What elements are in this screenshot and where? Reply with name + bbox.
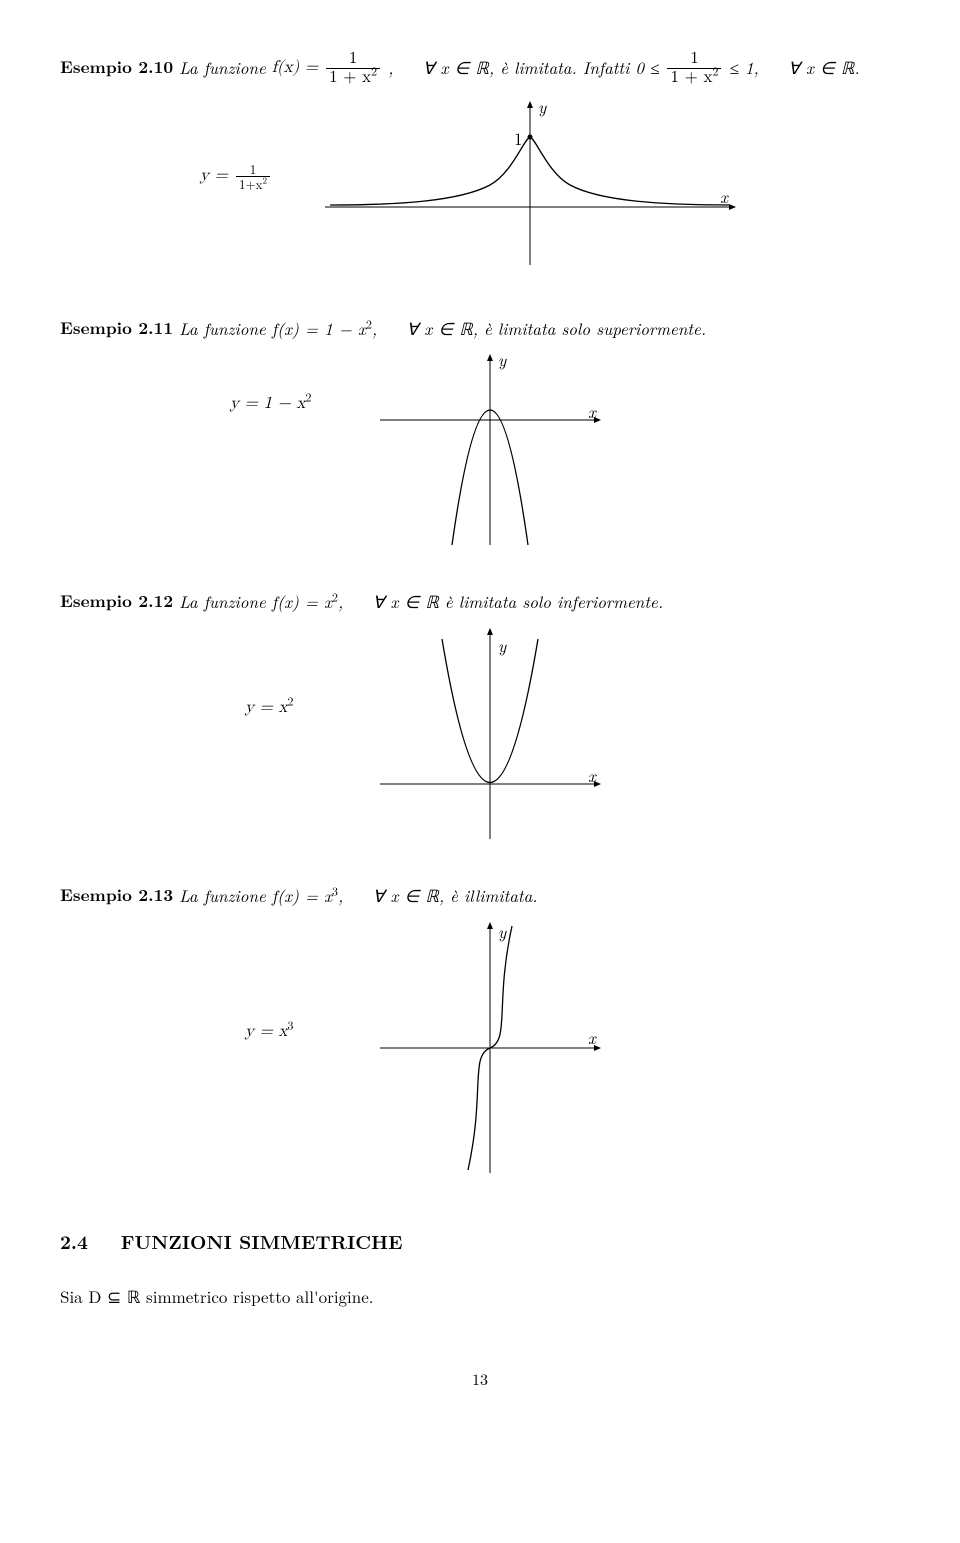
example-2-12-label: Esempio 2.12 <box>60 590 173 614</box>
plot1-x-label: x <box>720 185 728 209</box>
ex210-tail: ≤ 1, ∀ x ∈ ℝ. <box>729 56 859 80</box>
ex210-mid: , ∀ x ∈ ℝ, è limitata. Infatti 0 ≤ <box>388 56 659 80</box>
plot-1: y = 1 1+x2 y 1 x <box>200 97 760 277</box>
plot3-x-label: x <box>588 764 596 788</box>
plot-3: y = x2 y x <box>230 624 650 844</box>
ex210-frac1: 1 1 + x2 <box>326 50 380 87</box>
frac2-num: 1 <box>667 50 721 68</box>
closing-line: Sia D ⊆ ℝ simmetrico rispetto all'origin… <box>60 1285 900 1309</box>
plot2-y-label: y <box>498 348 506 372</box>
ex213-text: La funzione f(x) = x3, ∀ x ∈ ℝ, è illimi… <box>179 884 537 908</box>
ex211-text: La funzione f(x) = 1 − x2, ∀ x ∈ ℝ, è li… <box>179 317 706 341</box>
plot-2: y = 1 − x2 y x <box>230 350 650 550</box>
section-title: FUNZIONI SIMMETRICHE <box>121 1227 403 1255</box>
example-2-11-label: Esempio 2.11 <box>60 317 173 341</box>
plot1-eq-label: y = 1 1+x2 <box>200 162 272 190</box>
page-number: 13 <box>60 1368 900 1390</box>
plot2-eq-label: y = 1 − x2 <box>230 390 311 416</box>
ex210-fx: f(x) = <box>272 56 318 80</box>
plot1-eq-frac: 1 1+x2 <box>236 162 270 190</box>
example-2-12: Esempio 2.12 La funzione f(x) = x2, ∀ x … <box>60 590 900 614</box>
plot4-y-label: y <box>498 920 506 944</box>
ex210-text-a: La funzione <box>179 56 266 80</box>
plot1-one-label: 1 <box>514 127 523 151</box>
example-2-10: Esempio 2.10 La funzione f(x) = 1 1 + x2… <box>60 50 900 87</box>
section-num: 2.4 <box>60 1227 88 1255</box>
example-2-13-label: Esempio 2.13 <box>60 884 173 908</box>
plot4-eq-label: y = x3 <box>245 1018 293 1044</box>
plot1-y-label: y <box>538 95 546 119</box>
plot3-y-label: y <box>498 634 506 658</box>
section-2-4-heading: 2.4 FUNZIONI SIMMETRICHE <box>60 1228 900 1255</box>
ex210-frac2: 1 1 + x2 <box>667 50 721 87</box>
example-2-10-label: Esempio 2.10 <box>60 56 173 80</box>
plot4-x-label: x <box>588 1026 596 1050</box>
plot-4: y = x3 y x <box>230 918 650 1178</box>
plot2-x-label: x <box>588 400 596 424</box>
plot1-svg <box>320 97 740 267</box>
plot3-eq-label: y = x2 <box>245 694 293 720</box>
ex212-text: La funzione f(x) = x2, ∀ x ∈ ℝ è limitat… <box>179 590 663 614</box>
plot2-svg <box>360 350 620 550</box>
frac1-num: 1 <box>326 50 380 68</box>
plot3-svg <box>360 624 620 844</box>
frac1-den: 1 + x2 <box>326 68 380 87</box>
example-2-13: Esempio 2.13 La funzione f(x) = x3, ∀ x … <box>60 884 900 908</box>
example-2-11: Esempio 2.11 La funzione f(x) = 1 − x2, … <box>60 317 900 341</box>
plot4-svg <box>360 918 620 1178</box>
frac2-den: 1 + x2 <box>667 68 721 87</box>
